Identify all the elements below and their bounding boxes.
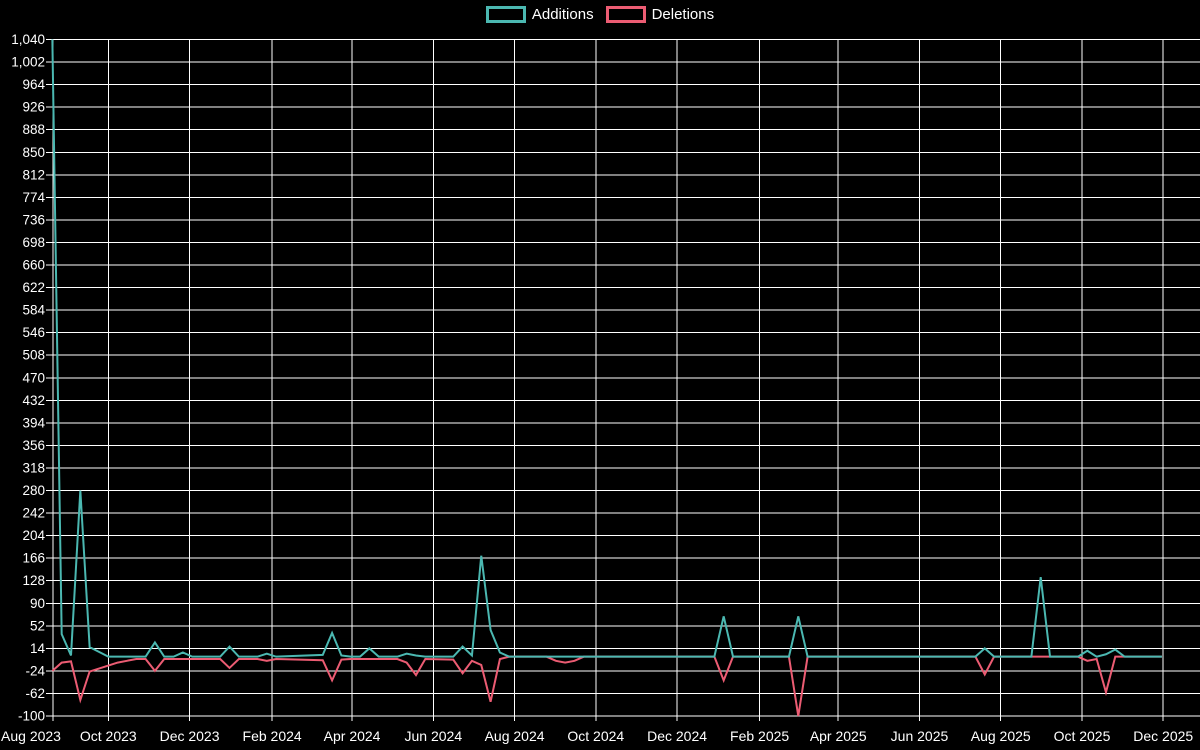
y-tick-label: 394 — [22, 415, 45, 430]
additions-swatch-icon — [485, 6, 526, 23]
x-tick-label: Feb 2025 — [730, 728, 789, 744]
y-tick-label: 14 — [30, 641, 46, 656]
y-tick-label: 128 — [22, 573, 45, 588]
y-tick-label: 698 — [22, 235, 45, 250]
y-tick-label: 280 — [22, 483, 45, 498]
axis-ticks — [46, 39, 1164, 721]
gridlines — [53, 39, 1200, 717]
y-tick-label: 432 — [22, 393, 45, 408]
x-tick-label: Oct 2024 — [567, 728, 624, 744]
chart-legend: Additions Deletions — [0, 6, 1200, 23]
y-tick-label: 470 — [22, 370, 45, 385]
y-tick-label: 888 — [22, 122, 45, 137]
y-axis-labels: 1,040 1,002 964 926 888 850 812 774 736 698 660 622… — [11, 32, 45, 724]
y-tick-label: 1,002 — [11, 55, 45, 70]
y-tick-label: 622 — [22, 280, 45, 295]
y-tick-label: 774 — [22, 190, 45, 205]
x-tick-label: Oct 2023 — [80, 728, 137, 744]
legend-item-additions[interactable]: Additions — [485, 6, 594, 23]
x-tick-label: Apr 2025 — [810, 728, 867, 744]
legend-item-deletions[interactable]: Deletions — [605, 6, 715, 23]
legend-label-deletions: Deletions — [651, 6, 715, 23]
y-tick-label: 546 — [22, 325, 45, 340]
x-tick-label: Dec 2025 — [1133, 728, 1193, 744]
y-tick-label: -100 — [18, 709, 45, 724]
x-tick-label: Dec 2024 — [647, 728, 707, 744]
x-tick-label: Jun 2025 — [891, 728, 949, 744]
y-tick-label: 204 — [22, 528, 45, 543]
additions-line — [51, 39, 1162, 658]
x-tick-label: Aug 2023 — [1, 728, 61, 744]
y-tick-label: 508 — [22, 348, 45, 363]
y-tick-label: 736 — [22, 212, 45, 227]
x-tick-label: Apr 2024 — [324, 728, 381, 744]
deletions-line — [51, 655, 1162, 717]
y-tick-label: 52 — [30, 618, 45, 633]
y-tick-label: 1,040 — [11, 32, 45, 47]
y-tick-label: 90 — [30, 596, 45, 611]
y-tick-label: 926 — [22, 100, 45, 115]
x-tick-label: Dec 2023 — [160, 728, 220, 744]
x-axis-labels: Aug 2023 Oct 2023 Dec 2023 Feb 2024 Apr 2024… — [1, 728, 1193, 744]
y-tick-label: 356 — [22, 438, 45, 453]
x-tick-label: Oct 2025 — [1054, 728, 1111, 744]
y-tick-label: 850 — [22, 145, 45, 160]
y-tick-label: -24 — [25, 663, 45, 678]
y-tick-label: 812 — [22, 167, 45, 182]
y-tick-label: -62 — [25, 686, 45, 701]
x-tick-label: Feb 2024 — [243, 728, 302, 744]
x-tick-label: Aug 2024 — [485, 728, 545, 744]
deletions-swatch-icon — [605, 6, 646, 23]
y-tick-label: 964 — [22, 77, 45, 92]
y-tick-label: 318 — [22, 460, 45, 475]
y-tick-label: 660 — [22, 258, 45, 273]
legend-label-additions: Additions — [531, 6, 594, 23]
x-tick-label: Aug 2025 — [971, 728, 1031, 744]
x-tick-label: Jun 2024 — [405, 728, 463, 744]
y-tick-label: 166 — [22, 551, 45, 566]
y-tick-label: 242 — [22, 506, 45, 521]
y-tick-label: 584 — [22, 303, 45, 318]
